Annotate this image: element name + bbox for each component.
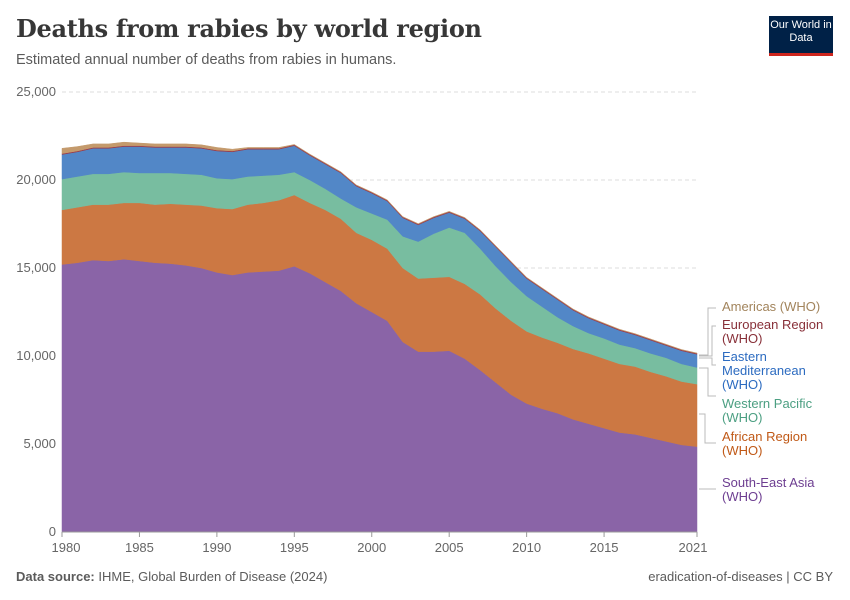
legend-connector-western-pacific	[699, 367, 716, 397]
legend-connector-african	[699, 413, 716, 444]
license-text[interactable]: eradication-of-diseases | CC BY	[648, 569, 833, 584]
x-tick-label: 2010	[512, 540, 541, 555]
x-tick-label: 1995	[280, 540, 309, 555]
source-text[interactable]: IHME, Global Burden of Disease (2024)	[98, 569, 328, 584]
legend-label-african[interactable]: African Region (WHO)	[722, 429, 808, 458]
legend-label-south-east-asia[interactable]: South-East Asia (WHO)	[722, 475, 815, 504]
y-tick-label: 20,000	[16, 172, 56, 187]
y-tick-label: 5,000	[23, 436, 56, 451]
x-tick-label: 2015	[590, 540, 619, 555]
data-source: Data source: IHME, Global Burden of Dise…	[16, 569, 327, 584]
x-tick-label: 2021	[679, 540, 708, 555]
x-tick-label: 1990	[202, 540, 231, 555]
chart-title: Deaths from rabies by world region	[16, 14, 482, 43]
x-tick-label: 2000	[357, 540, 386, 555]
chart-subtitle: Estimated annual number of deaths from r…	[16, 52, 397, 68]
logo-text: Our World in Data	[770, 19, 832, 44]
y-tick-label: 10,000	[16, 348, 56, 363]
source-label: Data source:	[16, 569, 95, 584]
legend-label-eastern-mediterranean[interactable]: Eastern Mediterranean (WHO)	[722, 349, 806, 392]
y-tick-label: 25,000	[16, 84, 56, 99]
legend-label-americas[interactable]: Americas (WHO)	[722, 299, 821, 314]
owid-logo[interactable]: Our World in Data	[769, 16, 833, 56]
legend-connector-americas	[699, 307, 716, 356]
area-americas-who-	[61, 141, 698, 354]
x-tick-label: 1985	[125, 540, 154, 555]
x-tick-label: 1980	[52, 540, 81, 555]
x-tick-label: 2005	[435, 540, 464, 555]
legend-connector-european	[699, 325, 716, 357]
y-tick-label: 0	[49, 524, 56, 539]
legend-connector-eastern-mediterranean	[699, 357, 716, 366]
legend-label-western-pacific[interactable]: Western Pacific (WHO)	[722, 396, 813, 425]
y-tick-label: 15,000	[16, 260, 56, 275]
legend-label-european[interactable]: European Region (WHO)	[722, 317, 824, 346]
